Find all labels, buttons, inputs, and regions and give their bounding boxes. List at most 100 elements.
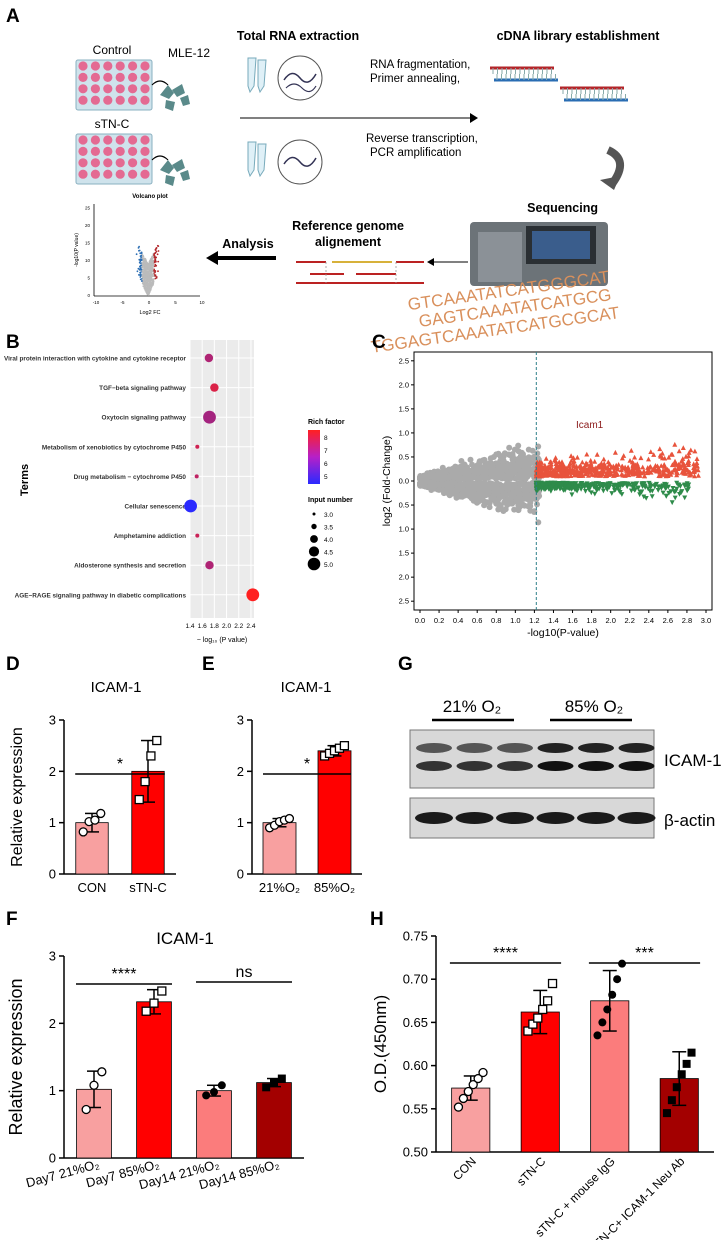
panel-label-d: D: [6, 654, 20, 675]
volcano-ns-point: [462, 474, 469, 481]
well: [115, 95, 125, 105]
volcano-point: [141, 262, 144, 265]
analysis-label: Analysis: [222, 237, 273, 251]
volcano-up-point: [598, 463, 604, 469]
data-point: [598, 1018, 607, 1027]
rna-title: Total RNA extraction: [237, 29, 359, 43]
well: [115, 72, 125, 82]
volcano-ytick: 10: [85, 258, 91, 263]
well: [103, 95, 113, 105]
blot-band: [456, 761, 493, 771]
volcano-down-point: [649, 494, 655, 499]
data-point: [473, 1073, 483, 1084]
volcano-up-point: [660, 471, 666, 477]
rich-tick: 6: [324, 461, 328, 468]
volcano-point: [148, 283, 151, 286]
plot-b-xlabel: − log₁₀ (P value): [197, 637, 247, 644]
size-legend-label: 4.5: [324, 550, 333, 557]
volcano-up-point: [646, 456, 651, 462]
volcano-ns-point: [469, 474, 476, 481]
volcano-point: [139, 267, 142, 269]
volcano-up-point: [691, 464, 697, 470]
step-2: Primer annealing,: [370, 73, 460, 85]
blot-label-actin: β-actin: [664, 811, 715, 830]
data-point: [677, 1070, 686, 1079]
bar-chart-ylabel: Relative expression: [9, 727, 26, 867]
volcano-point: [155, 250, 158, 253]
well: [128, 61, 138, 71]
volcano-up-point: [676, 465, 682, 470]
blot-band: [416, 761, 452, 771]
tube-icon: [247, 55, 323, 185]
volcano-ns-point: [486, 504, 493, 511]
data-point: [542, 996, 553, 1006]
well: [128, 72, 138, 82]
western-blot: 21% O₂ 85% O₂ ICAM-1 β-actin: [409, 697, 721, 839]
term-label: TGF−beta signaling pathway: [99, 385, 186, 392]
volcano-point: [143, 285, 146, 288]
volcano-up-point: [613, 472, 619, 477]
volcano-point: [144, 263, 147, 265]
data-point: [146, 751, 156, 761]
well: [140, 84, 150, 94]
size-legend-dot: [310, 535, 318, 543]
well: [103, 158, 113, 168]
volcano-up-point: [543, 456, 549, 461]
volcano-up-point: [572, 470, 578, 476]
volcano-point: [147, 266, 150, 268]
plot-c-ytick: 1.0: [399, 525, 409, 534]
mle12-label: MLE-12: [168, 46, 210, 60]
volcano-up-point: [680, 445, 686, 450]
blot-band: [415, 812, 453, 824]
data-point: [672, 1083, 681, 1092]
well: [140, 158, 150, 168]
volcano-point: [155, 247, 158, 250]
size-legend-label: 5.0: [324, 562, 333, 569]
data-point: [270, 1078, 278, 1087]
well: [103, 61, 113, 71]
volcano-up-point: [601, 456, 607, 462]
volcano-ns-point: [524, 473, 531, 480]
data-point: [453, 1102, 464, 1112]
volcano-ns-point: [440, 481, 446, 488]
volcano-up-point: [686, 450, 692, 455]
volcano-down-point: [600, 488, 606, 494]
data-point: [134, 794, 144, 805]
volcano-down-point: [592, 491, 598, 497]
data-point: [682, 1059, 691, 1068]
volcano-ns-point: [509, 493, 516, 500]
volcano-up-point: [592, 458, 598, 464]
volcano-point: [143, 278, 146, 281]
data-point: [458, 1093, 469, 1104]
volcano-up-point: [571, 462, 576, 468]
volcano-ylabel: -log10(P value): [74, 233, 80, 267]
volcano-up-point: [579, 471, 585, 476]
blot-band: [618, 743, 655, 753]
volcano-up-point: [638, 455, 644, 461]
data-point: [90, 815, 100, 825]
volcano-up-point: [679, 458, 685, 464]
volcano-ytick: 0: [87, 293, 90, 298]
volcano-up-point: [648, 449, 654, 454]
volcano-up-point: [629, 466, 635, 472]
volcano-down-point: [591, 481, 597, 487]
volcano-xtick: 0: [148, 300, 151, 305]
data-point: [262, 1083, 271, 1092]
blot-band: [618, 761, 655, 771]
size-legend-label: 4.0: [324, 537, 333, 544]
volcano-ytick: 25: [85, 206, 91, 211]
well: [140, 135, 150, 145]
volcano-down-point: [619, 492, 625, 497]
bar-chart-title: ICAM-1: [156, 929, 214, 948]
data-point: [523, 1026, 533, 1036]
well: [78, 135, 88, 145]
volcano-ns-point: [522, 455, 529, 462]
volcano-ns-point: [492, 486, 499, 492]
data-point: [538, 1004, 548, 1015]
volcano-point: [146, 271, 149, 274]
volcano-down-point: [668, 489, 674, 494]
volcano-down-point: [569, 492, 575, 498]
volcano-point: [143, 259, 146, 261]
volcano-up-point: [548, 465, 554, 470]
plot-c-xtick: 1.6: [567, 616, 577, 625]
